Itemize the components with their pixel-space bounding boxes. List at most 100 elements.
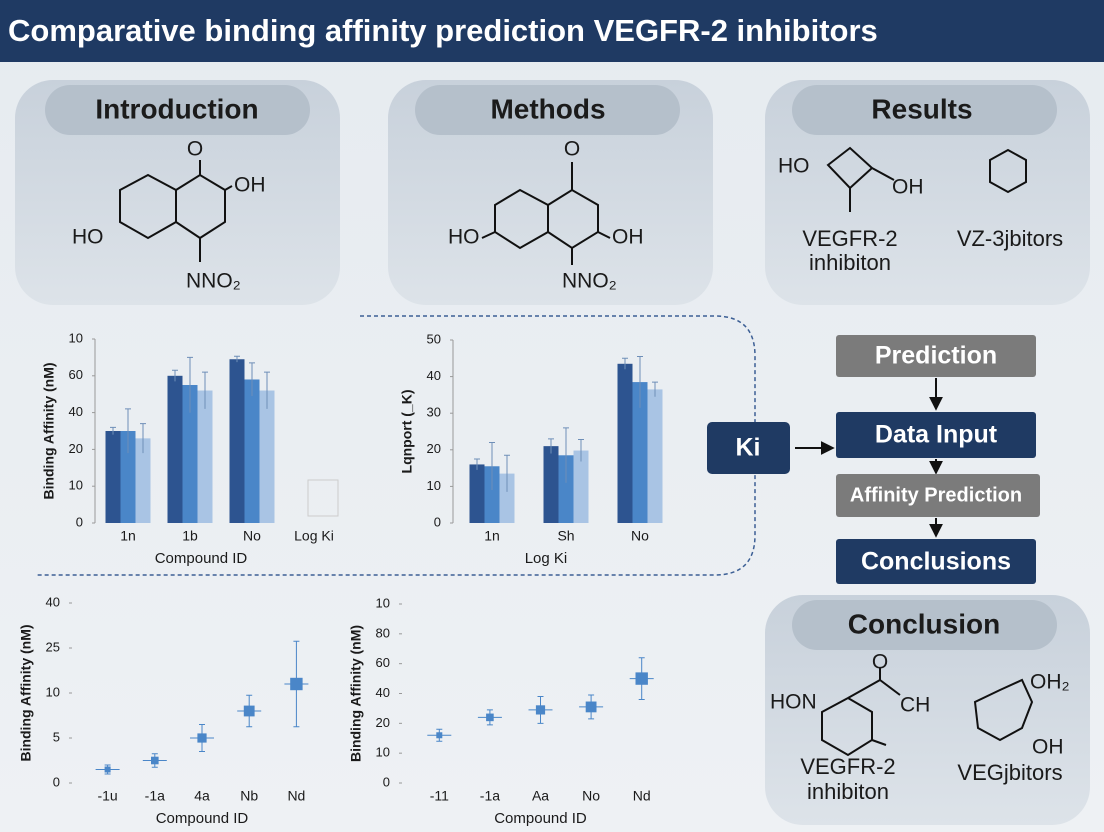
- point: [104, 766, 111, 773]
- y-tick-label: 30: [427, 405, 441, 420]
- atom-label: HO: [778, 155, 810, 178]
- bar: [573, 450, 589, 523]
- y-tick-label: 10: [376, 745, 390, 760]
- panel: [15, 80, 340, 305]
- y-tick-label: 10: [376, 595, 390, 610]
- molecule: [119, 160, 233, 262]
- atom-label: HON: [770, 691, 817, 714]
- panel-header: [792, 85, 1057, 135]
- point: [197, 733, 207, 743]
- error-bar: [202, 371, 208, 409]
- y-tick-label: 60: [376, 655, 390, 670]
- title-bar: [0, 0, 1104, 62]
- x-tick-label: -1a: [145, 788, 165, 804]
- y-tick-label: 0: [53, 774, 60, 789]
- atom-label: HO: [72, 226, 104, 249]
- y-tick-label: 10: [69, 478, 83, 493]
- bar: [120, 431, 136, 523]
- point: [151, 756, 159, 765]
- error-bar: [563, 427, 569, 483]
- error-bar: [489, 441, 495, 491]
- atom-label: NNO₂: [562, 270, 617, 293]
- atom-label: NNO₂: [186, 270, 241, 293]
- x-tick-label: Aa: [532, 788, 549, 804]
- bar: [167, 375, 183, 523]
- caption: inhibiton: [807, 779, 889, 804]
- atom-label: O: [187, 138, 203, 161]
- point: [486, 713, 494, 722]
- flow-box: [836, 335, 1036, 377]
- atom-label: OH: [1032, 736, 1064, 759]
- bar: [259, 390, 275, 523]
- y-tick-label: 50: [427, 331, 441, 346]
- atom-label: O: [564, 138, 580, 161]
- panel-heading: Results: [871, 93, 972, 124]
- flow-label: Prediction: [875, 342, 997, 370]
- error-bar: [622, 357, 628, 370]
- caption: VEGFR-2: [800, 754, 895, 779]
- bar: [617, 363, 633, 523]
- x-tick-label: Log Ki: [294, 528, 334, 544]
- bar: [135, 438, 151, 523]
- molecule: [481, 162, 611, 265]
- panel: [765, 80, 1090, 305]
- title: Comparative binding affinity prediction …: [8, 13, 878, 48]
- bar: [469, 464, 485, 523]
- x-axis-label: Compound ID: [494, 810, 587, 827]
- bar: [105, 431, 121, 523]
- error-bar: [125, 408, 131, 454]
- caption: VEGjbitors: [957, 760, 1062, 785]
- atom-label: OH: [234, 174, 266, 197]
- panel: [765, 595, 1090, 825]
- x-tick-label: Nd: [287, 788, 305, 804]
- panel-heading: Methods: [490, 93, 605, 124]
- flow-box: [836, 412, 1036, 458]
- y-tick-label: 40: [69, 404, 83, 419]
- atom-label: HO: [448, 226, 480, 249]
- y-tick-label: 20: [376, 715, 390, 730]
- point: [436, 732, 443, 739]
- bar: [484, 466, 500, 523]
- x-tick-label: No: [243, 528, 261, 544]
- panel-header: [415, 85, 680, 135]
- error-bar: [652, 381, 658, 397]
- caption: VZ-3jbitors: [957, 226, 1063, 251]
- error-bar: [637, 355, 643, 408]
- y-tick-label: 40: [376, 685, 390, 700]
- x-tick-label: -1u: [97, 788, 117, 804]
- x-tick-label: 1n: [120, 528, 136, 544]
- point: [635, 672, 648, 685]
- y-tick-label: 0: [383, 774, 390, 789]
- bar: [543, 446, 559, 523]
- bar: [558, 455, 574, 523]
- x-tick-label: 1b: [182, 528, 198, 544]
- y-tick-label: 5: [53, 729, 60, 744]
- bar: [197, 390, 213, 523]
- flow-label: Data Input: [875, 421, 998, 449]
- bar: [499, 473, 515, 523]
- point: [585, 701, 597, 713]
- bar: [647, 389, 663, 523]
- y-tick-label: 10: [69, 330, 83, 345]
- placeholder-box: [307, 479, 339, 517]
- atom-label: CH: [900, 694, 930, 717]
- caption: VEGFR-2: [802, 226, 897, 251]
- flow-label: Ki: [736, 434, 761, 462]
- panel-header: [792, 600, 1057, 650]
- x-tick-label: No: [582, 788, 600, 804]
- separator: [35, 315, 756, 576]
- caption: inhibiton: [809, 250, 891, 275]
- atom-label: OH: [612, 226, 644, 249]
- error-bar: [264, 371, 270, 409]
- flow-label: Conclusions: [861, 548, 1011, 576]
- error-bar: [234, 355, 240, 363]
- error-bar: [578, 439, 584, 462]
- y-tick-label: 0: [76, 514, 83, 529]
- atom-label: OH₂: [1030, 671, 1070, 694]
- y-tick-label: 40: [427, 368, 441, 383]
- flow-box: [707, 422, 790, 474]
- y-tick-label: 20: [69, 441, 83, 456]
- bar: [229, 359, 245, 523]
- bar: [244, 379, 260, 523]
- error-bar: [140, 423, 146, 454]
